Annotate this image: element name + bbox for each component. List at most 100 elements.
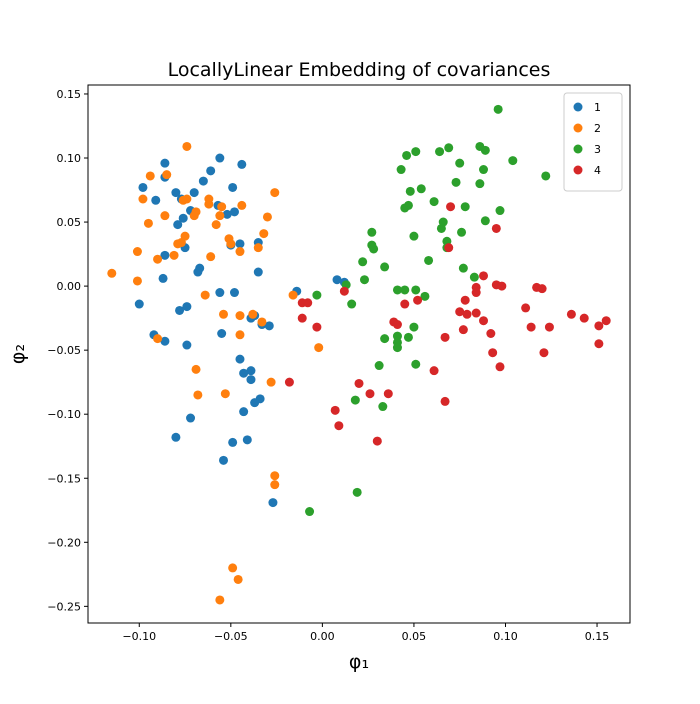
y-tick-label: −0.15 bbox=[47, 472, 81, 485]
point bbox=[416, 184, 426, 194]
point bbox=[479, 271, 489, 281]
point bbox=[266, 377, 276, 387]
point bbox=[429, 197, 439, 207]
point bbox=[193, 267, 203, 277]
point bbox=[162, 170, 172, 180]
point bbox=[526, 322, 536, 332]
point bbox=[392, 320, 402, 330]
point bbox=[444, 243, 454, 253]
point bbox=[491, 223, 501, 233]
point bbox=[352, 487, 362, 497]
point bbox=[270, 480, 280, 490]
point bbox=[402, 150, 412, 160]
point bbox=[458, 325, 468, 335]
point bbox=[451, 177, 461, 187]
y-tick-label: −0.20 bbox=[47, 536, 81, 549]
point bbox=[239, 368, 249, 378]
point bbox=[440, 332, 450, 342]
y-tick-label: 0.05 bbox=[57, 216, 82, 229]
point bbox=[403, 332, 413, 342]
point bbox=[160, 250, 170, 260]
point bbox=[305, 507, 315, 517]
point bbox=[495, 206, 505, 216]
point bbox=[365, 389, 375, 399]
point bbox=[204, 194, 214, 204]
point bbox=[107, 268, 117, 278]
point bbox=[153, 334, 163, 344]
point bbox=[411, 285, 421, 295]
point bbox=[217, 202, 227, 212]
point bbox=[217, 329, 227, 339]
point bbox=[178, 213, 188, 223]
point bbox=[235, 330, 245, 340]
point bbox=[411, 359, 421, 369]
point bbox=[594, 321, 604, 331]
point bbox=[475, 179, 485, 189]
point bbox=[409, 322, 419, 332]
legend-marker bbox=[573, 165, 583, 175]
point bbox=[160, 211, 170, 221]
point bbox=[242, 435, 252, 445]
x-tick-label: 0.05 bbox=[402, 630, 427, 643]
point bbox=[169, 250, 179, 260]
point bbox=[211, 220, 221, 230]
point bbox=[462, 309, 472, 319]
point bbox=[493, 104, 503, 114]
point bbox=[358, 257, 368, 267]
point bbox=[219, 455, 228, 465]
point bbox=[400, 285, 410, 295]
point bbox=[226, 239, 236, 249]
point bbox=[153, 254, 163, 264]
point bbox=[235, 247, 245, 257]
point bbox=[132, 247, 142, 257]
point bbox=[413, 295, 423, 305]
point bbox=[215, 288, 225, 298]
point bbox=[594, 339, 604, 349]
point bbox=[206, 252, 216, 262]
legend-marker bbox=[573, 123, 583, 133]
point bbox=[332, 275, 342, 285]
point bbox=[457, 227, 467, 237]
point bbox=[233, 574, 243, 584]
point bbox=[424, 255, 434, 265]
point bbox=[458, 263, 468, 273]
y-tick-label: 0.00 bbox=[57, 280, 82, 293]
point bbox=[235, 354, 245, 364]
point bbox=[270, 471, 280, 481]
point bbox=[471, 288, 481, 298]
point bbox=[372, 436, 382, 446]
y-tick-label: −0.10 bbox=[47, 408, 81, 421]
point bbox=[508, 156, 518, 166]
point bbox=[253, 267, 263, 277]
point bbox=[250, 398, 260, 408]
point bbox=[541, 171, 551, 181]
point bbox=[248, 309, 258, 319]
point bbox=[347, 299, 357, 309]
point bbox=[270, 188, 280, 198]
point bbox=[229, 288, 239, 298]
point bbox=[171, 432, 181, 442]
point bbox=[246, 375, 256, 385]
point bbox=[191, 364, 201, 374]
point bbox=[171, 188, 181, 198]
point bbox=[380, 334, 390, 344]
point bbox=[284, 377, 294, 387]
chart-title: LocallyLinear Embedding of covariances bbox=[168, 59, 551, 81]
plot-frame bbox=[87, 84, 631, 624]
point bbox=[175, 305, 185, 315]
point bbox=[312, 322, 322, 332]
point bbox=[566, 309, 576, 319]
point bbox=[601, 316, 611, 326]
point bbox=[237, 159, 247, 169]
point bbox=[288, 290, 298, 300]
point bbox=[180, 231, 190, 241]
y-tick-label: −0.25 bbox=[47, 600, 81, 613]
point bbox=[228, 182, 238, 192]
point bbox=[145, 171, 155, 181]
point bbox=[369, 244, 379, 254]
point bbox=[497, 281, 507, 291]
point bbox=[392, 343, 402, 353]
x-tick-label: −0.05 bbox=[214, 630, 248, 643]
point bbox=[268, 498, 278, 508]
